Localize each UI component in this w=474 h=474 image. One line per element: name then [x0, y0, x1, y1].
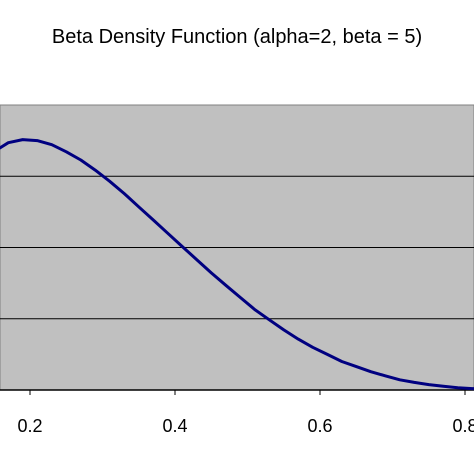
grid-lines	[0, 175, 474, 320]
series-layer	[0, 138, 474, 391]
x-tick-label-1: 0.4	[162, 416, 187, 436]
x-tick-label-3: 0.8	[452, 416, 474, 436]
tick-layer: 0.2 0.4 0.6 0.8	[17, 390, 474, 436]
x-tick-label-0: 0.2	[17, 416, 42, 436]
x-tick-label-2: 0.6	[307, 416, 332, 436]
chart-title: Beta Density Function (alpha=2, beta = 5…	[51, 26, 423, 48]
